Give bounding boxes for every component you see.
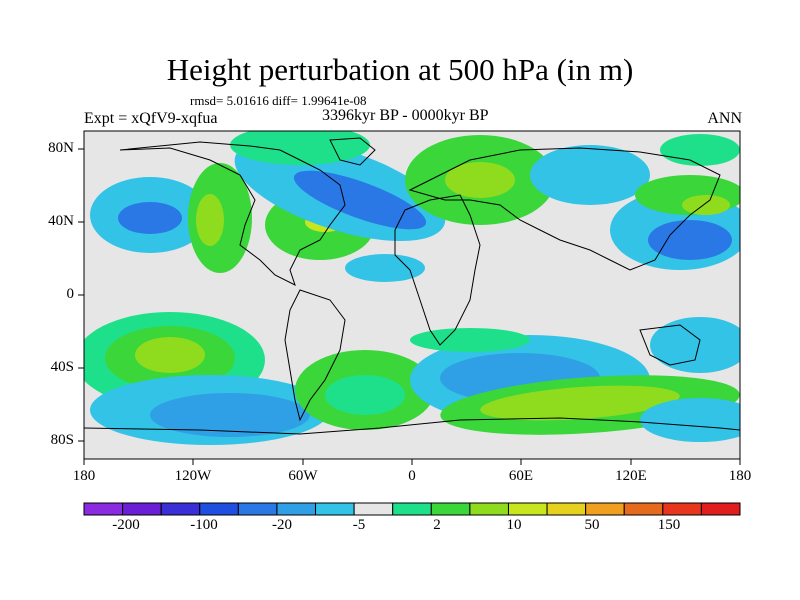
anomaly-fields: [84, 131, 740, 445]
colorbar-swatch: [392, 502, 432, 516]
lon-label-0: 0: [408, 468, 416, 484]
field-europe-core: [445, 162, 515, 198]
field-tasman: [650, 317, 740, 373]
colorbar-swatch: [700, 502, 741, 516]
colorbar-label: -100: [190, 517, 218, 533]
colorbar-label: 10: [506, 517, 522, 533]
field-siberia: [530, 145, 650, 205]
colorbar-label: 50: [584, 517, 600, 533]
field-spac-south-core: [150, 393, 310, 437]
colorbar: [83, 502, 741, 516]
colorbar-label: -20: [272, 517, 292, 533]
lon-label-120w: 120W: [174, 468, 212, 484]
colorbar-swatch: [237, 502, 278, 516]
field-bering-core: [682, 195, 730, 215]
plot-title: Height perturbation at 500 hPa (in m): [166, 52, 634, 87]
north-america-outline: [119, 141, 346, 286]
south-america-outline: [284, 289, 346, 422]
colorbar-swatch: [83, 502, 124, 516]
field-ross: [640, 398, 740, 442]
colorbar-swatch: [430, 502, 471, 516]
colorbar-swatch: [469, 502, 509, 516]
experiment-label: Expt = xQfV9-xqfua: [84, 110, 218, 127]
lat-label-0: 0: [66, 286, 75, 302]
colorbar-swatch: [353, 502, 394, 516]
colorbar-label: -5: [352, 517, 366, 533]
field-arctic-east: [660, 134, 740, 166]
lon-label-180w: 180: [72, 468, 96, 484]
field-npac-east-core: [648, 220, 732, 260]
lat-label-40n: 40N: [48, 213, 74, 229]
antarctica-outline: [84, 417, 740, 435]
colorbar-swatch: [546, 502, 587, 516]
colorbar-label: -200: [112, 517, 140, 533]
colorbar-swatch: [585, 502, 625, 516]
field-atlantic-sub: [345, 254, 425, 282]
colorbar-swatch: [507, 502, 548, 516]
greenland-outline: [329, 137, 376, 166]
colorbar-label: 2: [433, 517, 441, 533]
lat-label-80s: 80S: [50, 432, 74, 448]
period-label: 3396kyr BP - 0000kyr BP: [322, 107, 489, 124]
lon-label-60e: 60E: [508, 468, 534, 484]
lon-label-120e: 120E: [615, 468, 647, 484]
africa-outline: [394, 194, 481, 346]
colorbar-swatch: [315, 502, 355, 516]
field-spac-core: [135, 337, 205, 373]
colorbar-swatch: [276, 502, 317, 516]
field-namerica-west-core: [196, 194, 224, 246]
rmsd-diff-stats: rmsd= 5.01616 diff= 1.99641e-08: [190, 93, 367, 108]
axis-ticks: [78, 148, 741, 465]
field-npac-west-core: [118, 202, 182, 234]
lat-label-40s: 40S: [50, 359, 74, 375]
season-label: ANN: [707, 110, 742, 127]
lat-label-80n: 80N: [48, 140, 74, 156]
lon-label-180e: 180: [728, 468, 752, 484]
eurasia-outline: [408, 147, 721, 271]
colorbar-swatch: [199, 502, 239, 516]
colorbar-label: 150: [657, 517, 681, 533]
colorbar-swatch: [662, 502, 702, 516]
colorbar-swatch: [122, 502, 162, 516]
field-southern-ocean-core: [480, 385, 680, 421]
colorbar-swatch: [623, 502, 664, 516]
australia-outline: [639, 324, 701, 366]
field-sind-north: [410, 328, 530, 352]
coastlines: [84, 137, 740, 435]
colorbar-swatch: [160, 502, 201, 516]
field-natl-core: [293, 170, 427, 230]
lon-label-60w: 60W: [288, 468, 318, 484]
field-satl-inner: [325, 375, 405, 415]
